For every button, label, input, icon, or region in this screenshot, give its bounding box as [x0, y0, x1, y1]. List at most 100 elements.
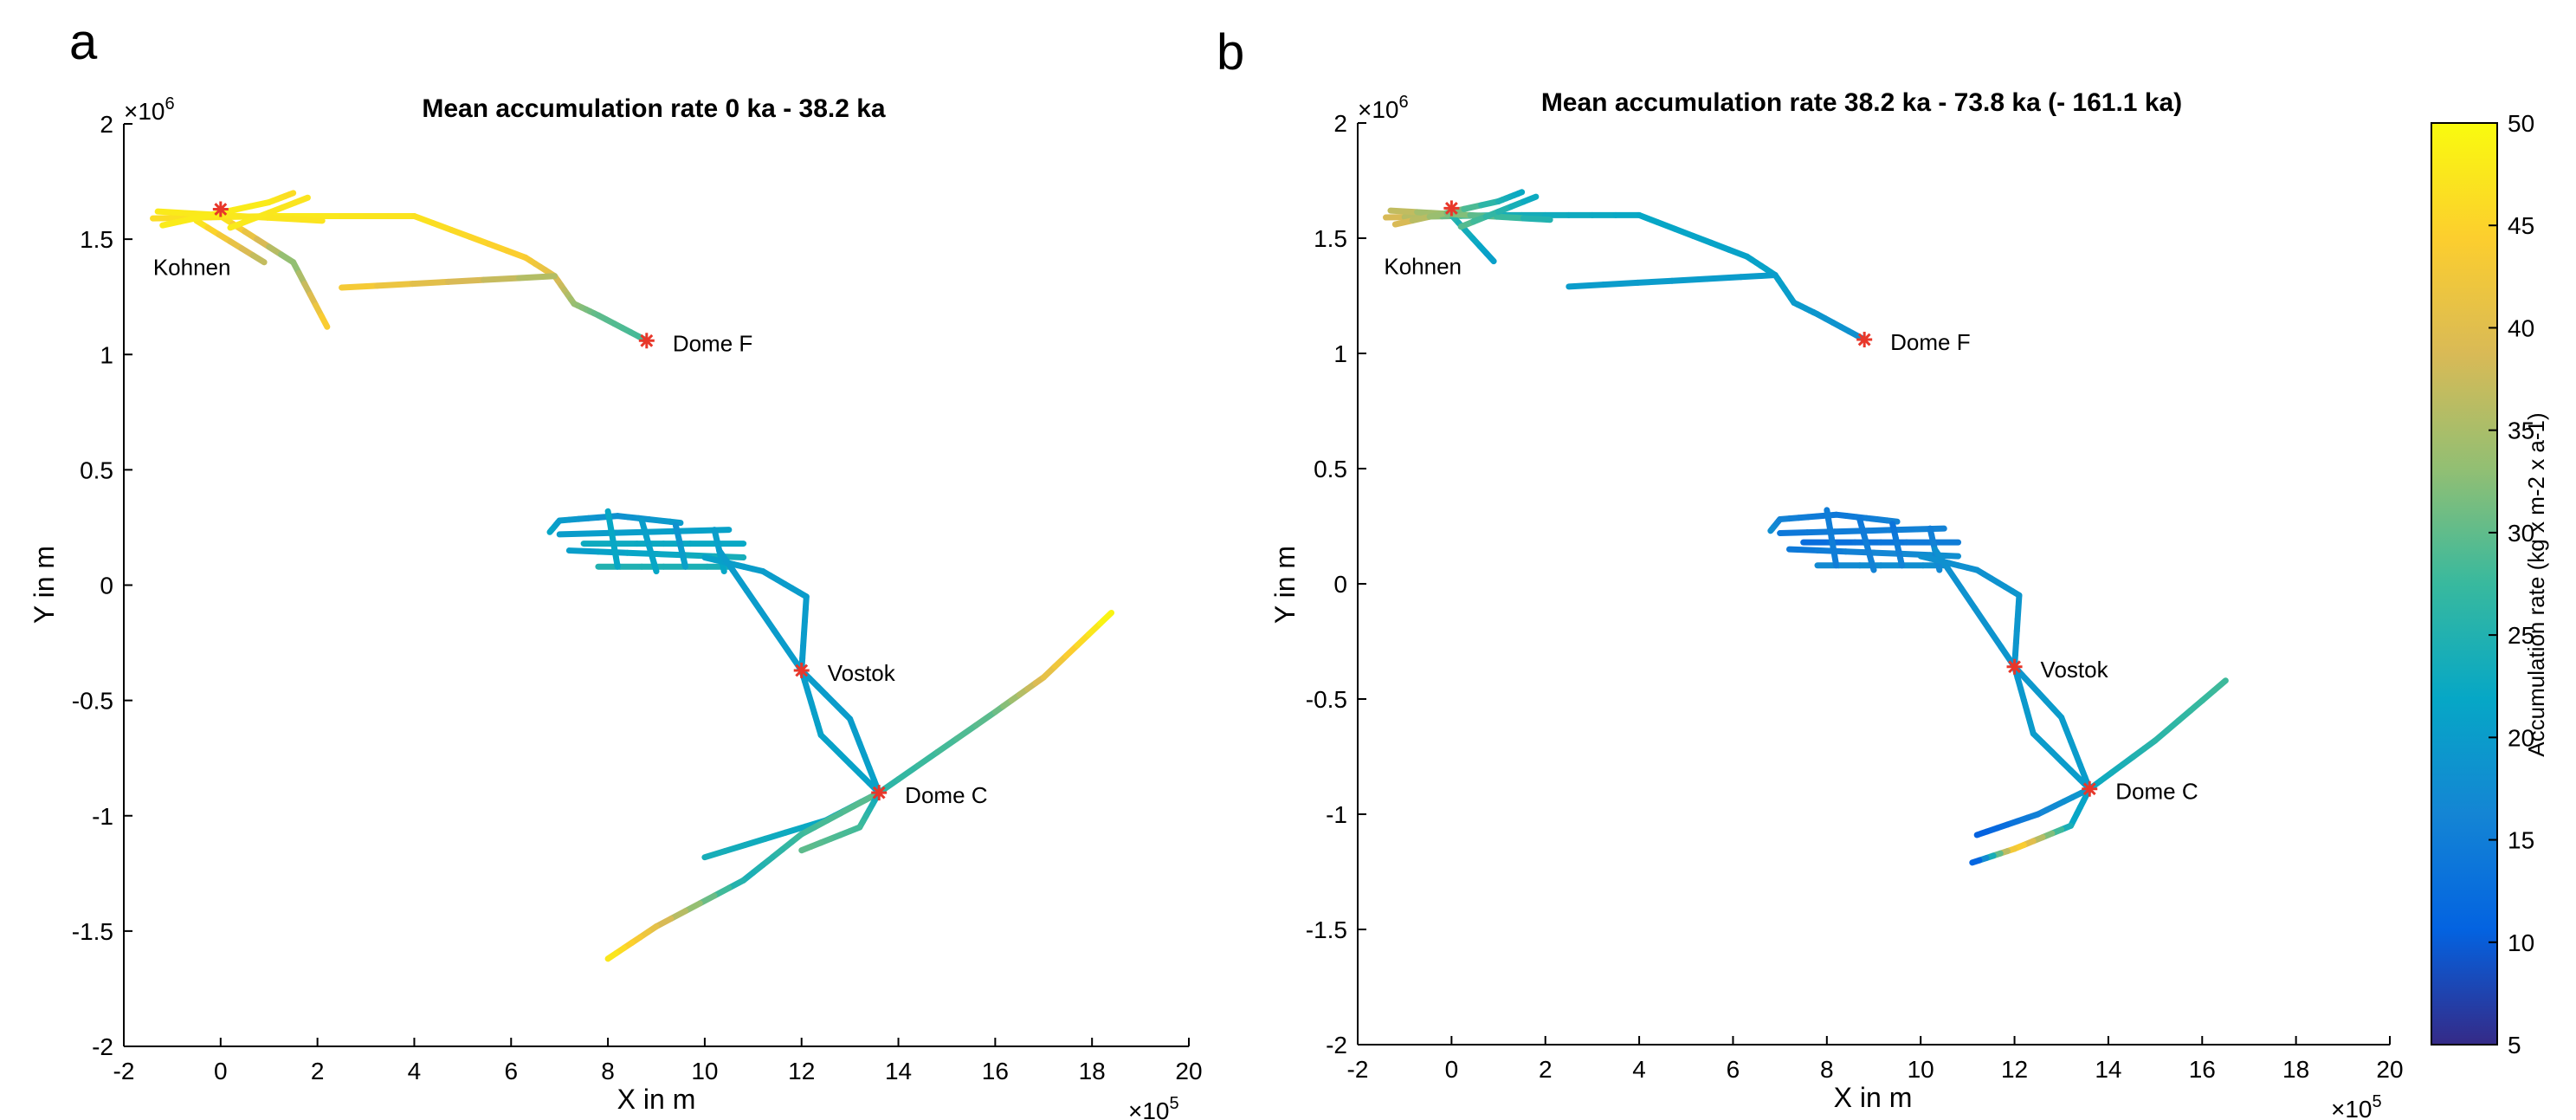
- y-multiplier-b: ×106: [1358, 93, 1409, 123]
- site-marker: [638, 333, 655, 349]
- y-tick-label: 1.5: [80, 226, 113, 253]
- y-multiplier-a: ×106: [124, 94, 175, 125]
- chart-title-b: Mean accumulation rate 38.2 ka - 73.8 ka…: [1541, 88, 2182, 117]
- y-tick-label: -0.5: [72, 688, 113, 715]
- y-tick-label: 0: [1333, 571, 1347, 598]
- track-segment: [1669, 275, 1710, 284]
- track-segment: [504, 247, 529, 261]
- track-segment: [1514, 189, 1526, 197]
- track-segment: [1945, 566, 1965, 592]
- site-marker-stroke: [2008, 660, 2021, 674]
- site-label: Dome F: [673, 330, 752, 356]
- track-segment: [782, 823, 809, 836]
- y-tick-label: 0.5: [1314, 456, 1347, 482]
- track-segment: [410, 213, 436, 226]
- y-axis-label-b: Y in m: [1269, 546, 1301, 624]
- track-segment: [516, 273, 558, 282]
- track-segment: [374, 281, 416, 289]
- track-segment: [1520, 215, 1553, 223]
- y-tick-label: -1.5: [72, 918, 113, 945]
- x-ticks-b: -2 0 2 4 6 8 10 12 14 16 18 20: [1347, 1036, 2404, 1083]
- colorbar-tick-label: 10: [2508, 929, 2534, 956]
- track-segment: [650, 560, 660, 575]
- site-marker-stroke: [1444, 201, 1458, 215]
- track-segment: [448, 226, 474, 240]
- track-segment: [953, 722, 979, 742]
- colorbar-label: Accumulation rate (kg x m-2 x a-1): [2523, 412, 2549, 756]
- y-tick-label: 0.5: [80, 456, 113, 483]
- sites-b: Kohnen Dome F Vostok Dome C: [1384, 200, 2198, 805]
- site-marker-stroke: [1857, 333, 1871, 346]
- colorbar-tick-label: 35: [2508, 418, 2534, 444]
- y-tick-label: 1: [1333, 340, 1347, 367]
- x-tick-label: 4: [1632, 1056, 1646, 1083]
- track-segment: [972, 709, 998, 728]
- track-segment: [292, 216, 326, 224]
- site-label: Vostok: [2041, 657, 2109, 683]
- track-segment: [1708, 239, 1733, 253]
- x-multiplier-a: ×105: [1128, 1094, 1179, 1120]
- track-segment: [1777, 529, 1811, 536]
- site-marker: [871, 785, 888, 801]
- tracks-b: [1383, 189, 2229, 866]
- track-segment: [318, 313, 331, 330]
- track-segment: [762, 829, 789, 842]
- site-label: Dome C: [905, 782, 987, 808]
- plot-area-a: -2 0 2 4 6 8 10 12 14 16 18 20 -2 -1.5 -1 -0.5 0 0.5 1 1.5…: [72, 111, 1203, 1084]
- track-segment: [1785, 546, 1821, 554]
- x-tick-label: 10: [1908, 1056, 1934, 1083]
- y-tick-label: -1: [1326, 801, 1347, 828]
- colorbar-tick-label: 40: [2508, 314, 2534, 341]
- track-segment: [1494, 213, 1527, 222]
- track-segment: [1858, 527, 1893, 534]
- colorbar-tick-label: 30: [2508, 520, 2534, 547]
- x-tick-label: 2: [1539, 1056, 1553, 1083]
- track-segment: [1387, 207, 1421, 216]
- colorbar-gradient: [2431, 122, 2498, 1046]
- track-segment: [895, 762, 921, 783]
- y-tick-label: -2: [92, 1033, 113, 1060]
- track-segment: [485, 240, 511, 254]
- x-tick-label: 14: [885, 1058, 912, 1084]
- site-marker-stroke: [872, 786, 886, 800]
- site-label: Vostok: [828, 660, 896, 686]
- track-segment: [1868, 558, 1877, 573]
- track-segment: [1973, 828, 1991, 838]
- colorbar-tick-label: 15: [2508, 827, 2534, 854]
- x-tick-label: 8: [601, 1058, 615, 1084]
- panel-letter-b: b: [1217, 24, 1244, 81]
- x-tick-label: 12: [2001, 1056, 2028, 1083]
- site-marker-stroke: [214, 203, 228, 216]
- site-marker: [2006, 658, 2023, 675]
- track-segment: [1520, 193, 1540, 205]
- track-segment: [716, 547, 737, 574]
- track-segment: [1985, 625, 2005, 651]
- track-segment: [1831, 528, 1865, 535]
- track-segment: [798, 843, 815, 854]
- track-segment: [757, 607, 778, 634]
- y-tick-label: -1.5: [1306, 916, 1347, 943]
- y-ticks-b: -2 -1.5 -1 -0.5 0 0.5 1 1.5 2: [1306, 110, 1366, 1058]
- track-segment: [730, 567, 750, 594]
- x-tick-label: 2: [311, 1058, 325, 1084]
- track-segment: [1689, 232, 1714, 246]
- track-segment: [1566, 282, 1607, 290]
- track-segment: [771, 627, 791, 654]
- track-segment: [719, 561, 727, 575]
- track-segment: [1931, 546, 1952, 573]
- x-tick-label: 20: [1175, 1058, 1202, 1084]
- track-segment: [604, 950, 619, 962]
- track-segment: [701, 848, 728, 861]
- track-segment: [1097, 609, 1115, 627]
- x-tick-label: 6: [1727, 1056, 1740, 1083]
- y-tick-label: 0: [100, 573, 113, 599]
- track-segment: [429, 219, 455, 233]
- x-tick-label: 0: [1445, 1056, 1459, 1083]
- track-segment: [286, 190, 297, 198]
- colorbar-ticks: 5 10 15 20 25 30 35 40 45 50: [2489, 110, 2534, 1058]
- y-tick-label: 2: [100, 111, 113, 138]
- x-tick-label: -2: [113, 1058, 135, 1084]
- chart-title-a: Mean accumulation rate 0 ka - 38.2 ka: [422, 94, 886, 123]
- colorbar-tick-label: 20: [2508, 724, 2534, 751]
- panel-letter-a: a: [69, 14, 98, 70]
